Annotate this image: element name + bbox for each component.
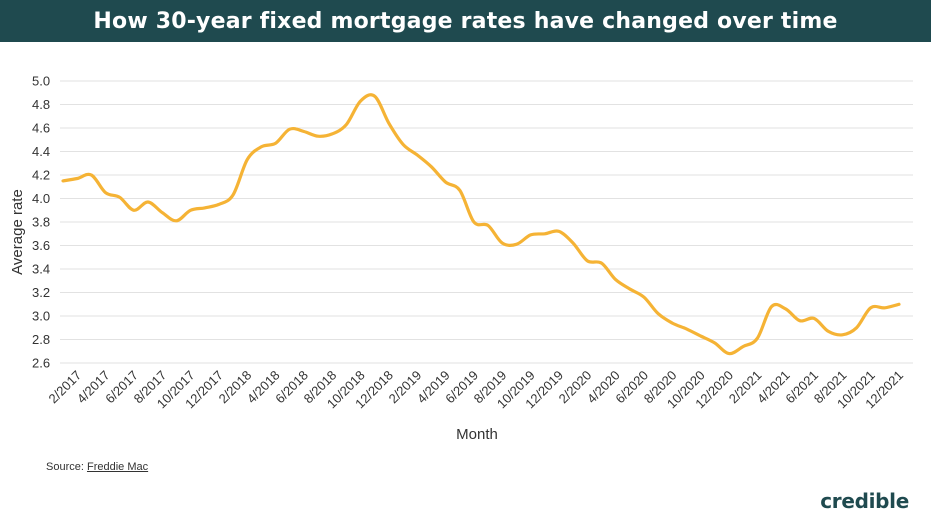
- source-link[interactable]: Freddie Mac: [86, 461, 149, 473]
- source-label: Source:: [46, 461, 84, 473]
- y-tick-label: 3.0: [32, 309, 50, 324]
- y-tick-label: 3.2: [32, 285, 50, 300]
- y-tick-label: 3.4: [32, 262, 50, 277]
- y-axis-title: Average rate: [9, 189, 26, 275]
- chart-title: How 30-year fixed mortgage rates have ch…: [93, 8, 838, 34]
- y-tick-label: 4.0: [32, 191, 50, 206]
- y-tick-label: 4.6: [32, 121, 50, 136]
- source-note: Source: Freddie Mac: [46, 461, 148, 473]
- x-axis: 2/20174/20176/20178/201710/201712/20172/…: [46, 368, 907, 412]
- y-tick-label: 2.8: [32, 332, 50, 347]
- y-axis: 2.6 2.8 3.0 3.2 3.4 3.6 3.8 4.0 4.2 4.4 4.6 4.8 5.0: [32, 74, 50, 371]
- y-tick-label: 4.8: [32, 97, 50, 112]
- title-banner: How 30-year fixed mortgage rates have ch…: [0, 0, 931, 42]
- gridlines: [60, 80, 913, 364]
- y-tick-label: 4.4: [32, 144, 50, 159]
- y-tick-label: 3.8: [32, 215, 50, 230]
- y-tick-label: 5.0: [32, 74, 50, 89]
- data-series: [61, 93, 901, 356]
- y-tick-label: 4.2: [32, 168, 50, 183]
- rate-series-line: [61, 93, 901, 356]
- y-tick-label: 3.6: [32, 238, 50, 253]
- y-tick-label: 2.6: [32, 356, 50, 371]
- line-chart: 2.62.83.03.23.43.63.84.04.24.44.64.85.0 …: [9, 74, 913, 443]
- credible-logo: credible: [820, 489, 909, 513]
- x-axis-title: Month: [456, 426, 498, 443]
